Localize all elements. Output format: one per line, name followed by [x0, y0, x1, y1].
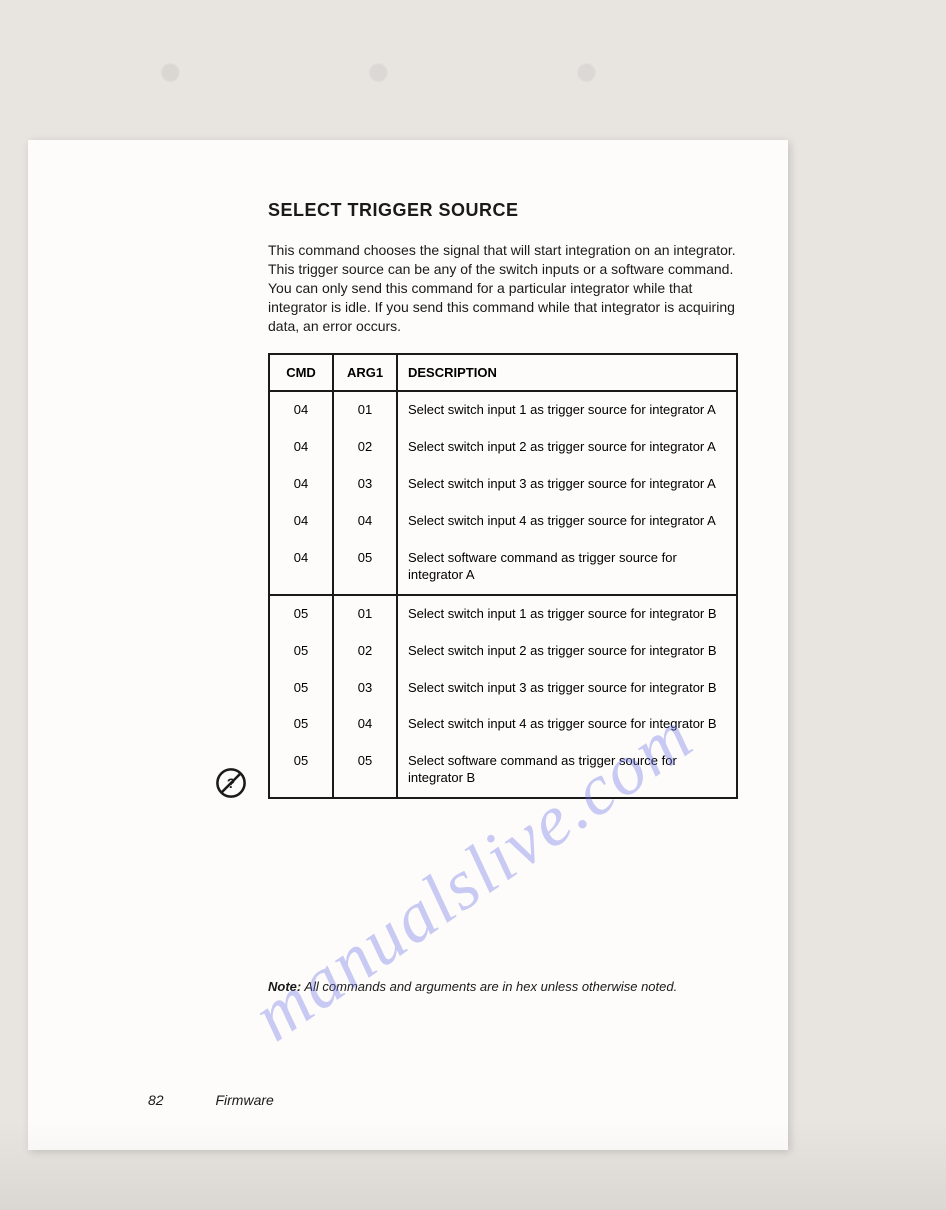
col-header-arg1: ARG1 — [333, 354, 397, 391]
page-number: 82 — [148, 1092, 164, 1108]
note-label: Note: — [268, 979, 301, 994]
arg-cell: 04 — [333, 503, 397, 540]
note-text: All commands and arguments are in hex un… — [301, 979, 677, 994]
page-footer: 82 Firmware — [148, 1092, 274, 1108]
desc-cell: Select switch input 1 as trigger source … — [397, 391, 737, 429]
cmd-cell: 04 — [269, 429, 333, 466]
cmd-cell: 05 — [269, 706, 333, 743]
desc-cell: Select software command as trigger sourc… — [397, 743, 737, 798]
table-row: 04 03 Select switch input 3 as trigger s… — [269, 466, 737, 503]
desc-cell: Select switch input 4 as trigger source … — [397, 706, 737, 743]
table-header-row: CMD ARG1 DESCRIPTION — [269, 354, 737, 391]
cmd-cell: 05 — [269, 595, 333, 633]
col-header-description: DESCRIPTION — [397, 354, 737, 391]
desc-cell: Select switch input 2 as trigger source … — [397, 429, 737, 466]
arg-cell: 01 — [333, 595, 397, 633]
desc-cell: Select switch input 1 as trigger source … — [397, 595, 737, 633]
table-row: 04 01 Select switch input 1 as trigger s… — [269, 391, 737, 429]
cmd-cell: 04 — [269, 391, 333, 429]
arg-cell: 03 — [333, 670, 397, 707]
no-icon: ? — [214, 766, 248, 805]
desc-cell: Select software command as trigger sourc… — [397, 540, 737, 595]
desc-cell: Select switch input 4 as trigger source … — [397, 503, 737, 540]
cmd-cell: 04 — [269, 503, 333, 540]
table-row: 04 02 Select switch input 2 as trigger s… — [269, 429, 737, 466]
cmd-cell: 04 — [269, 466, 333, 503]
table-row: 04 04 Select switch input 4 as trigger s… — [269, 503, 737, 540]
cmd-cell: 05 — [269, 633, 333, 670]
desc-cell: Select switch input 3 as trigger source … — [397, 466, 737, 503]
arg-cell: 02 — [333, 633, 397, 670]
desc-cell: Select switch input 2 as trigger source … — [397, 633, 737, 670]
table-row: 05 05 Select software command as trigger… — [269, 743, 737, 798]
content-column: SELECT TRIGGER SOURCE This command choos… — [268, 200, 748, 994]
table-row: 05 01 Select switch input 1 as trigger s… — [269, 595, 737, 633]
cmd-cell: 05 — [269, 743, 333, 798]
arg-cell: 05 — [333, 743, 397, 798]
table-row: 05 04 Select switch input 4 as trigger s… — [269, 706, 737, 743]
arg-cell: 04 — [333, 706, 397, 743]
footnote: Note: All commands and arguments are in … — [268, 979, 748, 994]
arg-cell: 02 — [333, 429, 397, 466]
col-header-cmd: CMD — [269, 354, 333, 391]
section-heading: SELECT TRIGGER SOURCE — [268, 200, 748, 221]
intro-paragraph: This command chooses the signal that wil… — [268, 241, 748, 335]
document-page: SELECT TRIGGER SOURCE This command choos… — [28, 140, 788, 1150]
arg-cell: 03 — [333, 466, 397, 503]
table-row: 05 03 Select switch input 3 as trigger s… — [269, 670, 737, 707]
arg-cell: 05 — [333, 540, 397, 595]
cmd-cell: 04 — [269, 540, 333, 595]
table-row: 05 02 Select switch input 2 as trigger s… — [269, 633, 737, 670]
table-row: 04 05 Select software command as trigger… — [269, 540, 737, 595]
desc-cell: Select switch input 3 as trigger source … — [397, 670, 737, 707]
arg-cell: 01 — [333, 391, 397, 429]
section-name: Firmware — [215, 1092, 273, 1108]
cmd-cell: 05 — [269, 670, 333, 707]
command-table: CMD ARG1 DESCRIPTION 04 01 Select switch… — [268, 353, 738, 799]
